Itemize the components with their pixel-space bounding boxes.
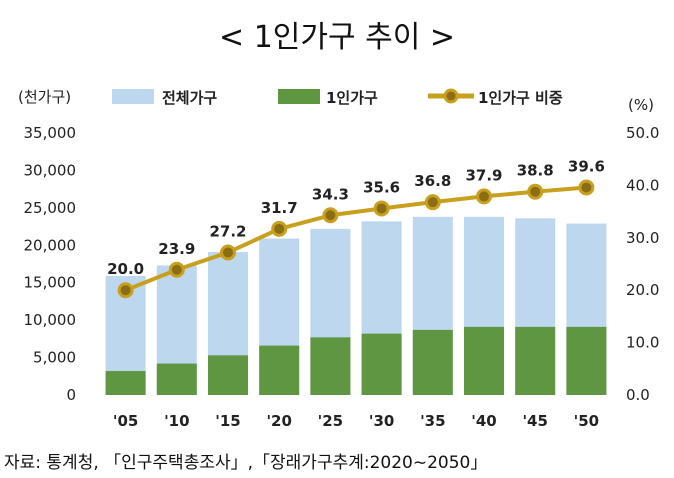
x-axis-ticks: '05 '10 '15 '20 '25 '30 '35 '40 '45 '50 xyxy=(113,412,599,430)
ratio-point xyxy=(271,220,288,237)
bar-single-households xyxy=(412,329,453,395)
x-tick-label: '20 xyxy=(266,412,291,430)
y-left-tick-label: 30,000 xyxy=(24,161,77,179)
bar-single-households xyxy=(105,371,146,395)
y-right-tick-label: 0.0 xyxy=(626,386,650,404)
ratio-point xyxy=(220,244,236,261)
x-tick-label: '10 xyxy=(164,412,189,430)
ratio-line xyxy=(124,185,587,293)
y-right-tick-label: 50.0 xyxy=(626,124,659,142)
ratio-data-label: 38.8 xyxy=(517,162,554,180)
x-tick-label: '05 xyxy=(113,412,138,430)
y-left-tick-label: 10,000 xyxy=(24,311,77,329)
y-left-tick-label: 25,000 xyxy=(24,199,77,217)
ratio-point xyxy=(476,188,492,205)
y-right-tick-label: 40.0 xyxy=(626,176,659,194)
y-left-tick-label: 35,000 xyxy=(24,124,77,142)
ratio-point xyxy=(527,183,544,200)
bar-single-households xyxy=(259,345,300,395)
x-tick-label: '30 xyxy=(369,412,394,430)
x-tick-label: '15 xyxy=(215,412,240,430)
ratio-data-label: 23.9 xyxy=(158,240,195,258)
y-left-tick-label: 20,000 xyxy=(24,236,77,254)
legend-swatch-total xyxy=(112,89,154,104)
x-tick-label: '40 xyxy=(471,412,496,430)
bar-single-households xyxy=(361,333,402,395)
y-left-unit: (천가구) xyxy=(18,88,71,106)
ratio-data-label: 34.3 xyxy=(312,185,349,203)
ratio-data-label: 35.6 xyxy=(363,178,400,196)
y-left-tick-label: 15,000 xyxy=(24,274,77,292)
legend-marker-ratio xyxy=(443,88,459,104)
chart-title: < 1인가구 추이 > xyxy=(219,20,455,55)
ratio-data-label: 39.6 xyxy=(568,157,605,175)
bar-single-households xyxy=(464,326,504,395)
bar-single-households xyxy=(310,337,351,395)
bar-single-households xyxy=(156,363,197,395)
ratio-data-label: 27.2 xyxy=(209,222,246,240)
x-tick-label: '45 xyxy=(522,412,547,430)
ratio-line-series: 20.0 23.9 27.2 31.7 34.3 35.6 36.8 37.9 38.8 39.6 xyxy=(107,157,605,299)
ratio-data-label: 36.8 xyxy=(414,172,451,190)
bar-single-households xyxy=(515,326,556,395)
legend-label-ratio: 1인가구 비중 xyxy=(478,89,563,107)
ratio-point xyxy=(117,282,134,299)
y-right-ticks: 0.0 10.0 20.0 30.0 40.0 50.0 xyxy=(626,124,659,404)
legend-swatch-single xyxy=(278,89,320,104)
bar-single-households xyxy=(566,326,607,395)
y-right-unit: (%) xyxy=(628,96,654,114)
ratio-point xyxy=(424,194,441,211)
legend: 전체가구 1인가구 1인가구 비중 xyxy=(112,88,563,107)
ratio-data-label: 31.7 xyxy=(261,199,298,217)
legend-label-single: 1인가구 xyxy=(326,89,378,107)
y-right-tick-label: 10.0 xyxy=(626,334,659,352)
y-left-ticks: 0 5,000 10,000 15,000 20,000 25,000 30,000 35,0… xyxy=(24,124,77,404)
ratio-point xyxy=(373,200,390,217)
ratio-data-label: 20.0 xyxy=(107,260,144,278)
x-tick-label: '35 xyxy=(420,412,445,430)
ratio-data-label: 37.9 xyxy=(465,166,502,184)
y-right-tick-label: 30.0 xyxy=(626,229,659,247)
y-right-tick-label: 20.0 xyxy=(626,281,659,299)
ratio-point xyxy=(322,207,339,224)
source-note: 자료: 통계청, 「인구주택총조사」,「장래가구추계:2020∼2050」 xyxy=(4,453,487,473)
ratio-point xyxy=(168,261,185,278)
bar-single-households xyxy=(208,355,248,395)
ratio-point xyxy=(578,179,595,196)
bars-single-households xyxy=(105,326,607,395)
x-tick-label: '50 xyxy=(574,412,599,430)
legend-label-total: 전체가구 xyxy=(162,89,217,107)
y-left-tick-label: 0 xyxy=(66,386,76,404)
x-tick-label: '25 xyxy=(318,412,343,430)
y-left-tick-label: 5,000 xyxy=(33,349,76,367)
